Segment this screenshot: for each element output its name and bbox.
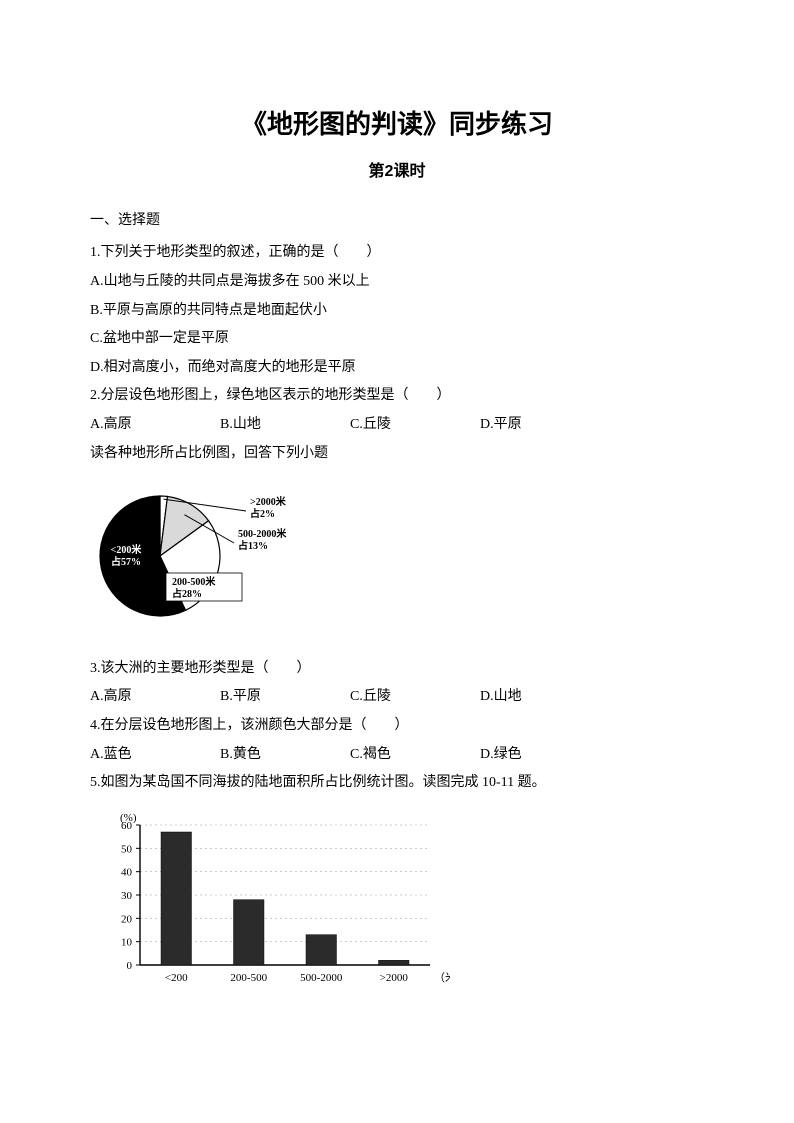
q2-stem: 2.分层设色地形图上，绿色地区表示的地形类型是（ ） — [90, 383, 704, 410]
q4-option-a: A.蓝色 — [90, 742, 220, 769]
q2-option-b: B.山地 — [220, 412, 350, 439]
svg-text:200-500: 200-500 — [230, 972, 267, 984]
svg-text:>2000米: >2000米 — [250, 495, 287, 508]
page-title: 《地形图的判读》同步练习 — [90, 100, 704, 149]
svg-text:占28%: 占28% — [172, 587, 202, 600]
svg-text:10: 10 — [121, 936, 133, 948]
q2-option-c: C.丘陵 — [350, 412, 480, 439]
svg-text:>2000: >2000 — [380, 972, 409, 984]
svg-text:（米）: （米） — [434, 971, 450, 984]
svg-text:<200: <200 — [165, 972, 188, 984]
q4-options: A.蓝色 B.黄色 C.褐色 D.绿色 — [90, 742, 704, 769]
svg-text:占13%: 占13% — [238, 539, 268, 552]
q4-option-b: B.黄色 — [220, 742, 350, 769]
svg-text:20: 20 — [121, 913, 133, 925]
svg-text:占2%: 占2% — [250, 507, 275, 520]
pie-intro: 读各种地形所占比例图，回答下列小题 — [90, 441, 704, 468]
svg-text:200-500米: 200-500米 — [172, 575, 216, 588]
bar-chart-svg: (%)0102030405060<200200-500500-2000>2000… — [90, 807, 450, 997]
svg-text:0: 0 — [127, 960, 133, 972]
q4-stem: 4.在分层设色地形图上，该洲颜色大部分是（ ） — [90, 713, 704, 740]
page-subtitle: 第2课时 — [90, 157, 704, 187]
q1-option-c: C.盆地中部一定是平原 — [90, 326, 704, 353]
pie-chart-svg: >2000米占2% 500-2000米占13% 200-500米占28% <200米占… — [90, 481, 350, 631]
q5-stem: 5.如图为某岛国不同海拔的陆地面积所占比例统计图。读图完成 10-11 题。 — [90, 770, 704, 797]
q1-option-d: D.相对高度小，而绝对高度大的地形是平原 — [90, 355, 704, 382]
q3-option-d: D.山地 — [480, 684, 610, 711]
svg-text:占57%: 占57% — [111, 555, 141, 568]
svg-text:60: 60 — [121, 820, 133, 832]
q4-option-d: D.绿色 — [480, 742, 610, 769]
q2-option-a: A.高原 — [90, 412, 220, 439]
svg-text:30: 30 — [121, 890, 133, 902]
svg-text:<200米: <200米 — [111, 543, 143, 556]
q1-stem: 1.下列关于地形类型的叙述，正确的是（ ） — [90, 240, 704, 267]
q3-option-a: A.高原 — [90, 684, 220, 711]
q2-option-d: D.平原 — [480, 412, 610, 439]
section-heading: 一、选择题 — [90, 208, 704, 235]
q3-option-b: B.平原 — [220, 684, 350, 711]
bar-chart: (%)0102030405060<200200-500500-2000>2000… — [90, 807, 704, 1008]
q3-options: A.高原 B.平原 C.丘陵 D.山地 — [90, 684, 704, 711]
svg-text:50: 50 — [121, 843, 133, 855]
q1-option-b: B.平原与高原的共同特点是地面起伏小 — [90, 298, 704, 325]
svg-text:500-2000: 500-2000 — [300, 972, 343, 984]
q3-option-c: C.丘陵 — [350, 684, 480, 711]
q3-stem: 3.该大洲的主要地形类型是（ ） — [90, 656, 704, 683]
q4-option-c: C.褐色 — [350, 742, 480, 769]
svg-text:500-2000米: 500-2000米 — [238, 527, 287, 540]
svg-text:40: 40 — [121, 866, 133, 878]
pie-chart: >2000米占2% 500-2000米占13% 200-500米占28% <200米占… — [90, 481, 704, 642]
q1-option-a: A.山地与丘陵的共同点是海拔多在 500 米以上 — [90, 269, 704, 296]
q2-options: A.高原 B.山地 C.丘陵 D.平原 — [90, 412, 704, 439]
